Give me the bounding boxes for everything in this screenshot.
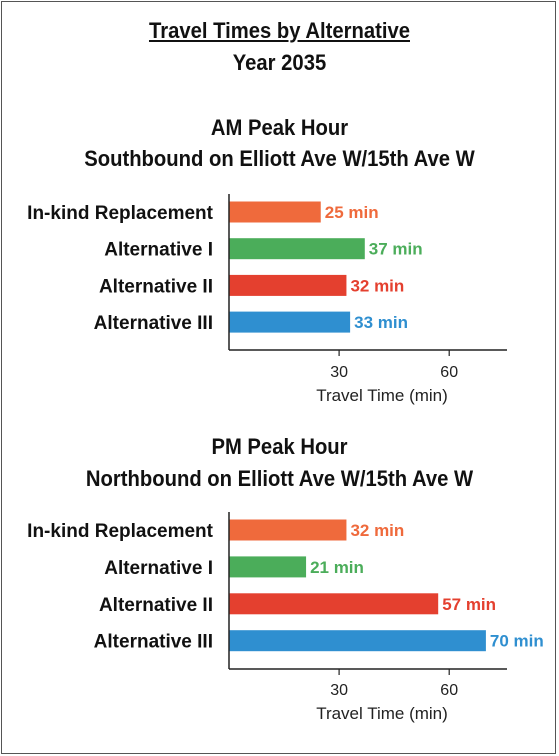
pm-category-label-4: Alternative III xyxy=(94,632,213,653)
am-value-label-1: 25 min xyxy=(325,203,379,222)
pm-value-label-4: 70 min xyxy=(490,632,544,651)
am-bar-2 xyxy=(229,238,365,260)
am-category-label-2: Alternative I xyxy=(104,240,213,261)
am-category-label-3: Alternative II xyxy=(99,276,213,297)
am-category-label-4: Alternative III xyxy=(94,313,213,334)
pm-category-label-3: Alternative II xyxy=(99,595,213,616)
chart-pm-subtitle: Northbound on Elliott Ave W/15th Ave W xyxy=(85,466,474,491)
am-bar-1 xyxy=(229,201,321,223)
pm-value-label-2: 21 min xyxy=(310,558,364,577)
am-x-tick-label-2: 60 xyxy=(440,364,458,381)
chart-pm-title: PM Peak Hour xyxy=(211,434,348,459)
am-x-axis-label: Travel Time (min) xyxy=(316,386,448,405)
figure-subtitle: Year 2035 xyxy=(232,50,327,75)
pm-value-label-3: 57 min xyxy=(442,595,496,614)
am-bar-3 xyxy=(229,274,347,296)
pm-bar-2 xyxy=(229,556,307,578)
pm-bar-4 xyxy=(229,630,486,652)
am-bar-4 xyxy=(229,311,351,333)
pm-x-tick-label-2: 60 xyxy=(440,682,458,699)
pm-category-label-1: In-kind Replacement xyxy=(27,521,213,542)
pm-bar-3 xyxy=(229,593,439,615)
pm-category-label-2: Alternative I xyxy=(104,558,213,579)
pm-value-label-1: 32 min xyxy=(350,521,404,540)
chart-am-title: AM Peak Hour xyxy=(210,115,349,140)
am-value-label-4: 33 min xyxy=(354,313,408,332)
pm-x-axis-label: Travel Time (min) xyxy=(316,704,448,723)
pm-bar-1 xyxy=(229,519,347,541)
chart-am-subtitle: Southbound on Elliott Ave W/15th Ave W xyxy=(84,146,475,171)
figure-title: Travel Times by Alternative xyxy=(148,18,410,43)
am-category-label-1: In-kind Replacement xyxy=(27,203,213,224)
am-x-tick-label-1: 30 xyxy=(330,364,348,381)
pm-x-tick-label-1: 30 xyxy=(330,682,348,699)
am-value-label-3: 32 min xyxy=(350,276,404,295)
am-value-label-2: 37 min xyxy=(369,240,423,259)
